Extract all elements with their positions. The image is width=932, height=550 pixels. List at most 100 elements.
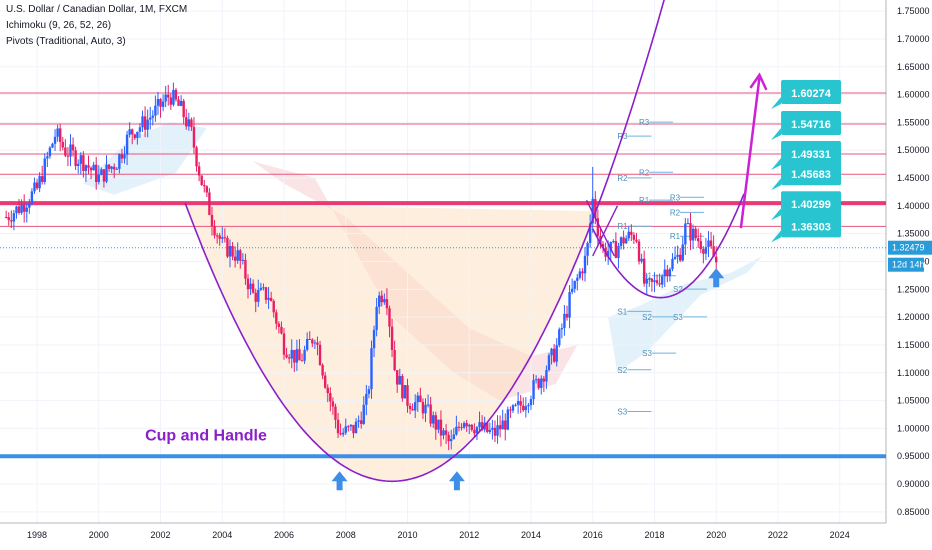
candle-body	[529, 399, 533, 406]
candle-body	[478, 422, 481, 428]
pivot-label: R2	[617, 174, 628, 183]
candle-body	[172, 89, 175, 105]
candle-body	[432, 415, 435, 424]
candle-body	[624, 238, 628, 244]
candle-body	[447, 434, 450, 442]
x-tick-label: 2006	[274, 530, 294, 540]
candle-body	[622, 237, 625, 244]
candle-body	[514, 404, 517, 406]
candle-body	[69, 144, 72, 157]
candle-body	[576, 277, 579, 281]
candle-body	[185, 117, 188, 127]
candle-body	[470, 424, 474, 430]
candle-body	[95, 164, 98, 182]
target-arrow-line	[739, 77, 761, 229]
candle-body	[82, 155, 85, 171]
candle-body	[563, 313, 566, 329]
candle-body	[488, 429, 492, 432]
candle-body	[290, 349, 293, 359]
candle-body	[619, 237, 623, 247]
candle-body	[226, 237, 229, 257]
candle-body	[236, 250, 239, 261]
candle-body	[547, 355, 551, 371]
candle-body	[102, 169, 106, 182]
candle-body	[416, 395, 419, 403]
candle-body	[159, 98, 162, 107]
candle-body	[77, 163, 80, 166]
candle-body	[419, 395, 422, 403]
candle-body	[118, 154, 121, 169]
candle-body	[20, 204, 23, 213]
x-tick-label: 2014	[521, 530, 541, 540]
candle-body	[424, 404, 427, 414]
candle-body	[697, 238, 700, 242]
candle-body	[203, 185, 206, 187]
candle-body	[673, 256, 677, 259]
candle-body	[156, 98, 160, 106]
candle-body	[691, 228, 695, 241]
candle-body	[542, 378, 546, 382]
candle-body	[627, 231, 630, 239]
candle-body	[136, 131, 139, 138]
y-tick-label: 1.25000	[897, 284, 930, 294]
candle-body	[239, 250, 242, 261]
candle-body	[362, 404, 365, 424]
price-level-flag	[781, 191, 842, 216]
candle-body	[221, 237, 224, 239]
candle-body	[406, 385, 409, 406]
candle-body	[460, 427, 463, 429]
candle-body	[223, 237, 227, 239]
candle-body	[468, 424, 471, 427]
handle-right-line	[592, 205, 619, 257]
candle-body	[321, 365, 324, 376]
candle-body	[642, 258, 646, 284]
candle-body	[161, 101, 165, 107]
up-arrow-icon	[708, 268, 725, 288]
candle-body	[439, 419, 443, 436]
candle-body	[46, 156, 49, 159]
candle-body	[455, 426, 458, 435]
candle-body	[372, 329, 376, 349]
candle-body	[352, 424, 355, 434]
x-tick-label: 2018	[644, 530, 664, 540]
candle-body	[110, 166, 113, 169]
y-tick-label: 1.40000	[897, 201, 930, 211]
candle-body	[56, 128, 59, 137]
x-tick-label: 2020	[706, 530, 726, 540]
candle-body	[465, 423, 468, 427]
candle-body	[450, 439, 453, 442]
candle-body	[375, 306, 378, 330]
candle-body	[151, 115, 155, 118]
candle-body	[359, 420, 363, 424]
candle-body	[100, 169, 103, 175]
candle-body	[231, 246, 234, 257]
candle-body	[38, 176, 41, 189]
candle-body	[280, 326, 283, 334]
candle-body	[668, 269, 672, 277]
y-tick-label: 1.75000	[897, 6, 930, 16]
candle-body	[534, 379, 538, 381]
candle-body	[630, 231, 633, 235]
candle-body	[323, 375, 327, 388]
candle-body	[462, 423, 466, 428]
candle-body	[269, 297, 273, 302]
candle-body	[200, 175, 203, 186]
candle-body	[558, 329, 561, 346]
candle-body	[298, 349, 301, 361]
candle-body	[550, 348, 553, 356]
candle-body	[609, 241, 612, 251]
y-tick-label: 1.20000	[897, 312, 930, 322]
candle-body	[501, 420, 504, 430]
candle-body	[275, 312, 278, 324]
candle-body	[233, 256, 237, 261]
candle-body	[380, 295, 383, 303]
candle-body	[282, 333, 286, 355]
y-tick-label: 1.10000	[897, 368, 930, 378]
price-level-flag	[781, 140, 842, 165]
candle-body	[4, 216, 8, 218]
candle-body	[305, 338, 309, 350]
candle-body	[552, 348, 556, 362]
pivot-label: R3	[639, 118, 650, 127]
